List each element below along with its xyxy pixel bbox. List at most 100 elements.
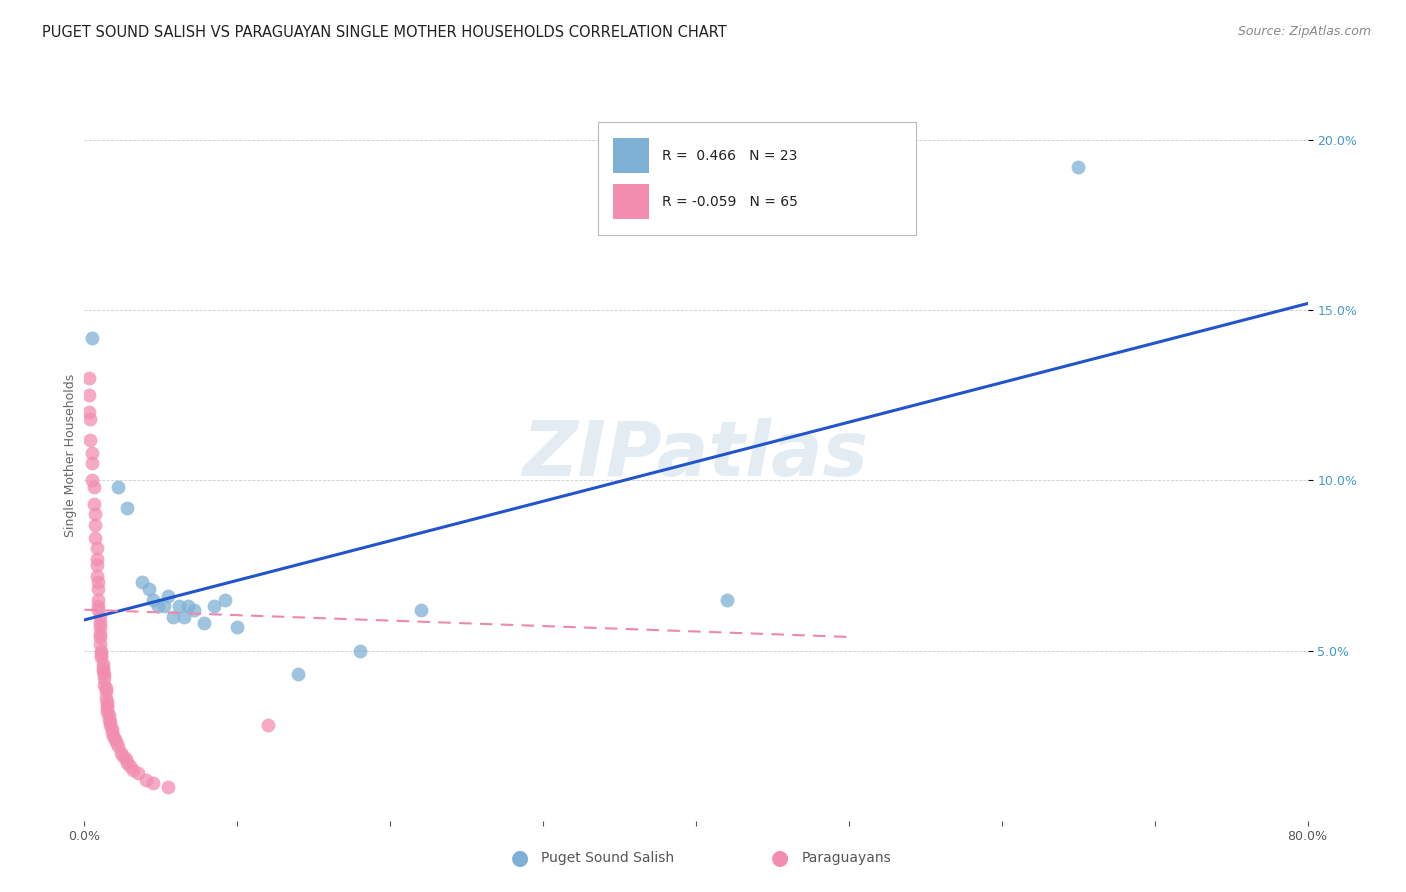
Point	[89, 616, 111, 631]
Point	[96, 701, 118, 715]
Point	[87, 603, 110, 617]
Bar	[613, 185, 650, 219]
Point	[84, 508, 107, 522]
Point	[80, 474, 103, 488]
Point	[80, 446, 103, 460]
Point	[93, 671, 115, 685]
Point	[94, 691, 117, 706]
Point	[153, 599, 176, 614]
Point	[202, 599, 225, 614]
Text: R =  0.466   N = 23: R = 0.466 N = 23	[662, 149, 797, 162]
Text: ●: ●	[512, 848, 529, 868]
Point	[287, 667, 309, 681]
Point	[107, 480, 129, 494]
Point	[77, 388, 100, 402]
Point	[84, 517, 107, 532]
Y-axis label: Single Mother Households: Single Mother Households	[65, 373, 77, 537]
Point	[127, 766, 149, 780]
Point	[94, 681, 117, 695]
Point	[91, 657, 114, 672]
Point	[1067, 161, 1090, 175]
Point	[177, 599, 200, 614]
Point	[93, 667, 115, 681]
Point	[97, 712, 120, 726]
Point	[146, 599, 169, 614]
Text: ●: ●	[772, 848, 789, 868]
Point	[87, 582, 110, 597]
Text: PUGET SOUND SALISH VS PARAGUAYAN SINGLE MOTHER HOUSEHOLDS CORRELATION CHART: PUGET SOUND SALISH VS PARAGUAYAN SINGLE …	[42, 25, 727, 40]
Point	[131, 575, 153, 590]
Bar	[613, 138, 650, 173]
Point	[157, 780, 180, 794]
Point	[101, 725, 124, 739]
Point	[716, 592, 738, 607]
Point	[96, 695, 118, 709]
Point	[87, 575, 110, 590]
Point	[91, 664, 114, 678]
Point	[91, 660, 114, 674]
Point	[98, 718, 121, 732]
Point	[110, 746, 132, 760]
Point	[173, 609, 195, 624]
Text: R = -0.059   N = 65: R = -0.059 N = 65	[662, 194, 797, 209]
Point	[90, 650, 112, 665]
Point	[111, 749, 134, 764]
Point	[90, 647, 112, 661]
Point	[89, 630, 111, 644]
Text: Paraguayans: Paraguayans	[801, 851, 891, 865]
Point	[84, 531, 107, 545]
Point	[167, 599, 190, 614]
Point	[83, 480, 105, 494]
Point	[97, 708, 120, 723]
Point	[115, 756, 138, 770]
Point	[183, 603, 205, 617]
Bar	[598, 122, 917, 235]
Point	[89, 637, 111, 651]
Point	[101, 722, 124, 736]
Point	[83, 497, 105, 511]
Point	[120, 759, 142, 773]
Point	[226, 620, 249, 634]
Point	[157, 589, 180, 603]
Text: ZIPatlas: ZIPatlas	[523, 418, 869, 491]
Point	[86, 541, 108, 556]
Point	[90, 643, 112, 657]
Point	[94, 684, 117, 698]
Point	[86, 568, 108, 582]
Point	[87, 599, 110, 614]
Point	[142, 776, 165, 790]
Point	[96, 698, 118, 712]
Point	[162, 609, 184, 624]
Point	[409, 603, 432, 617]
Point	[86, 558, 108, 573]
Point	[104, 731, 127, 746]
Point	[115, 500, 138, 515]
Point	[193, 616, 215, 631]
Text: Puget Sound Salish: Puget Sound Salish	[541, 851, 675, 865]
Text: Source: ZipAtlas.com: Source: ZipAtlas.com	[1237, 25, 1371, 38]
Point	[89, 620, 111, 634]
Point	[138, 582, 160, 597]
Point	[79, 433, 101, 447]
Point	[103, 729, 125, 743]
Point	[107, 739, 129, 753]
Point	[135, 772, 157, 787]
Point	[77, 371, 100, 385]
Point	[98, 714, 121, 729]
Point	[96, 705, 118, 719]
Point	[214, 592, 236, 607]
Point	[257, 718, 280, 732]
Point	[87, 592, 110, 607]
Point	[93, 677, 115, 691]
Point	[114, 752, 136, 766]
Point	[122, 763, 145, 777]
Point	[349, 643, 371, 657]
Point	[89, 626, 111, 640]
Point	[77, 405, 100, 419]
Point	[80, 330, 103, 344]
Point	[105, 735, 128, 749]
Point	[89, 609, 111, 624]
Point	[79, 412, 101, 426]
Point	[80, 457, 103, 471]
Point	[142, 592, 165, 607]
